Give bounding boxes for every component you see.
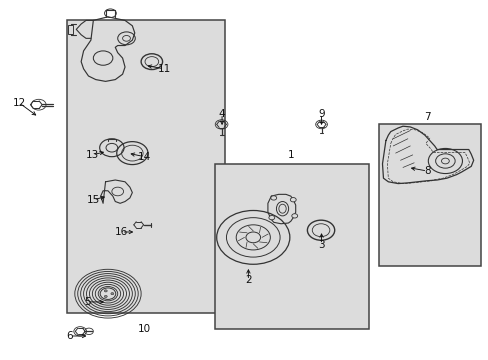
Circle shape bbox=[291, 214, 297, 218]
Text: 1: 1 bbox=[287, 150, 294, 160]
Circle shape bbox=[111, 293, 114, 295]
Text: 3: 3 bbox=[318, 239, 324, 249]
Text: 16: 16 bbox=[115, 227, 128, 237]
Circle shape bbox=[104, 296, 107, 298]
Text: 7: 7 bbox=[423, 112, 430, 122]
Text: 5: 5 bbox=[84, 297, 91, 307]
Text: 14: 14 bbox=[138, 152, 151, 162]
Bar bbox=[378, 125, 480, 266]
Circle shape bbox=[270, 196, 276, 200]
Text: 8: 8 bbox=[423, 166, 430, 176]
Ellipse shape bbox=[276, 202, 288, 216]
Circle shape bbox=[104, 290, 107, 292]
Text: 2: 2 bbox=[244, 275, 251, 285]
Bar bbox=[68, 25, 73, 34]
Ellipse shape bbox=[278, 204, 285, 213]
Text: 13: 13 bbox=[85, 150, 99, 160]
Text: 10: 10 bbox=[138, 324, 151, 334]
Text: 11: 11 bbox=[157, 64, 170, 74]
Text: 9: 9 bbox=[318, 109, 324, 119]
Text: 4: 4 bbox=[218, 109, 225, 119]
Text: 12: 12 bbox=[13, 98, 26, 108]
Text: 6: 6 bbox=[66, 331, 73, 341]
Bar bbox=[215, 164, 368, 329]
Circle shape bbox=[290, 198, 296, 202]
Text: 15: 15 bbox=[86, 195, 100, 205]
Bar bbox=[66, 21, 224, 313]
Circle shape bbox=[268, 216, 274, 220]
